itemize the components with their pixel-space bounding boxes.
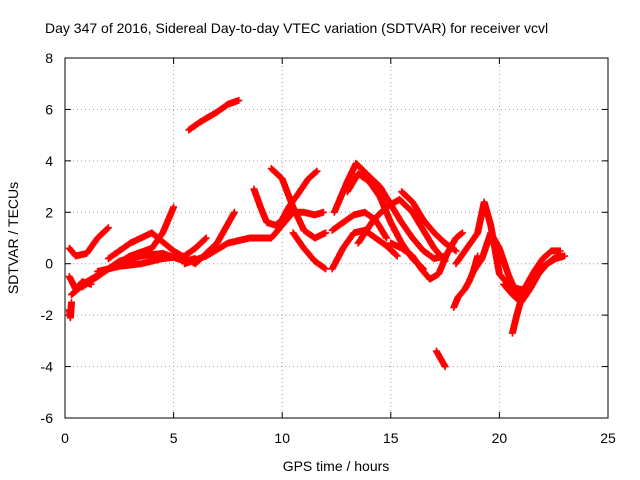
y-tick-label: 2 <box>45 204 53 220</box>
point-markers <box>469 229 521 299</box>
series-arc-18 <box>354 195 449 265</box>
point-markers <box>181 208 297 268</box>
series-arc-9 <box>185 96 243 134</box>
series-arc-19 <box>387 229 466 283</box>
y-tick-label: -4 <box>41 359 54 375</box>
point-markers <box>289 229 330 273</box>
y-tick-label: 0 <box>45 256 53 272</box>
y-axis-label: SDTVAR / TECUs <box>5 182 21 294</box>
point-markers <box>185 96 243 134</box>
data-points <box>65 96 569 371</box>
point-markers <box>513 247 564 299</box>
point-markers <box>65 298 75 322</box>
point-markers <box>354 195 449 265</box>
y-tick-label: 6 <box>45 101 53 117</box>
series-arc-21 <box>432 347 449 371</box>
series-arc-6 <box>94 234 210 275</box>
point-markers <box>398 188 460 255</box>
y-tick-label: 4 <box>45 153 53 169</box>
series-arc-27 <box>500 252 569 306</box>
point-markers <box>500 252 569 306</box>
x-tick-label: 10 <box>274 430 290 446</box>
series-arc-1 <box>65 224 112 260</box>
plot-frame <box>64 57 609 419</box>
y-tick-label: -2 <box>41 307 54 323</box>
x-axis-label: GPS time / hours <box>283 458 390 474</box>
series-arc-24 <box>469 229 521 299</box>
series-arc-26 <box>513 247 564 299</box>
x-tick-label: 5 <box>170 430 178 446</box>
x-tick-label: 0 <box>61 430 69 446</box>
series-arc-8 <box>181 208 297 268</box>
y-tick-labels: -6 -4 -2 0 2 4 6 8 <box>41 50 54 426</box>
point-markers <box>94 234 210 275</box>
y-tick-label: 8 <box>45 50 53 66</box>
point-markers <box>432 347 449 371</box>
y-tick-label: -6 <box>41 410 54 426</box>
series-arc-12 <box>274 167 321 232</box>
point-markers <box>387 229 466 283</box>
x-tick-label: 25 <box>600 430 616 446</box>
x-tick-label: 15 <box>383 430 399 446</box>
series-arc-16 <box>330 159 449 263</box>
point-markers <box>65 224 112 260</box>
x-tick-label: 20 <box>492 430 508 446</box>
series-arc-13 <box>289 229 330 273</box>
series-arc-20 <box>398 188 460 255</box>
point-markers <box>274 167 321 232</box>
series-arc-3 <box>65 298 75 322</box>
x-tick-labels: 0 5 10 15 20 25 <box>61 430 616 446</box>
chart-title: Day 347 of 2016, Sidereal Day-to-day VTE… <box>45 20 548 36</box>
point-markers <box>330 159 449 263</box>
